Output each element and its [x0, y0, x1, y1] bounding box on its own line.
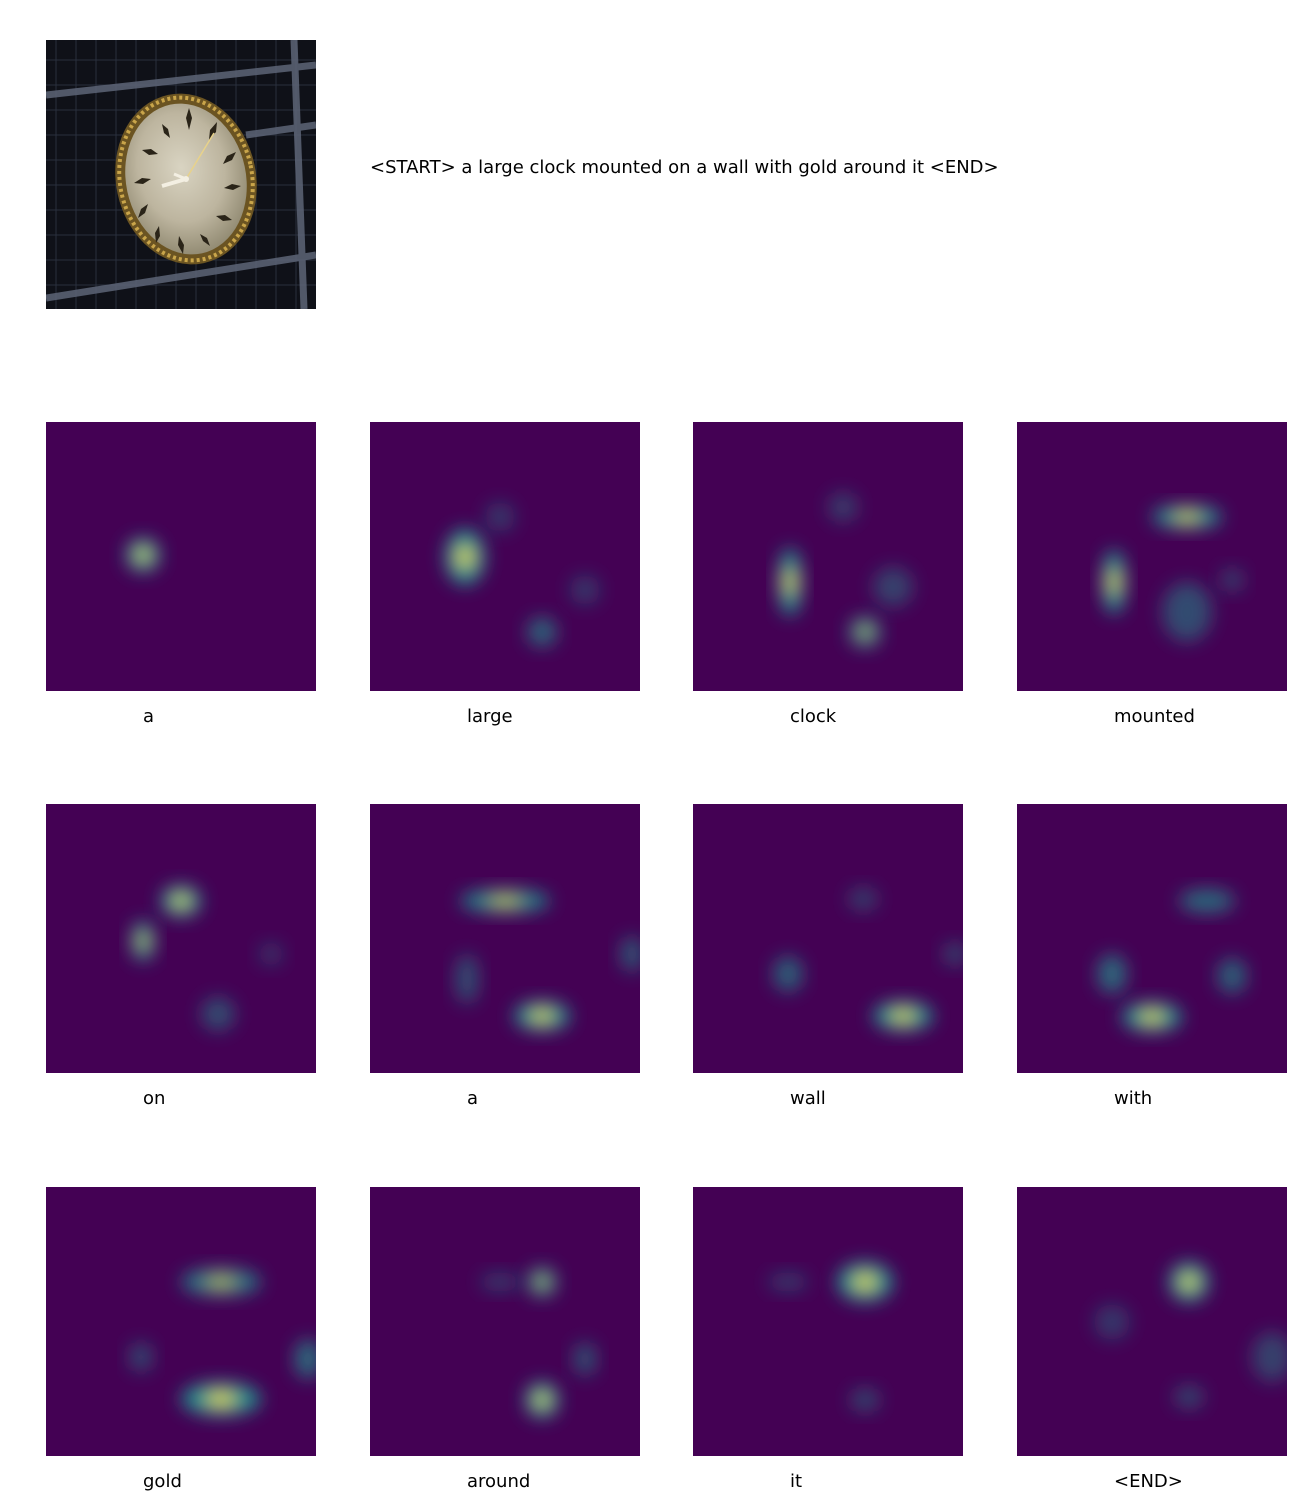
attention-blob — [873, 567, 913, 607]
attention-blob — [849, 616, 881, 648]
attention-map — [370, 804, 640, 1073]
attention-blob — [828, 492, 858, 522]
attention-blob — [514, 1001, 570, 1031]
attention-background — [693, 804, 963, 1073]
attention-background — [1017, 804, 1287, 1073]
attention-map — [370, 1187, 640, 1456]
attention-map — [693, 422, 963, 691]
attention-word-label: it — [790, 1471, 803, 1492]
attention-map — [46, 1187, 316, 1456]
attention-map — [693, 1187, 963, 1456]
attention-blob — [620, 936, 640, 972]
attention-background — [1017, 1187, 1287, 1456]
attention-word-label: clock — [790, 706, 837, 727]
attention-word-label: a — [467, 1088, 479, 1109]
attention-blob — [943, 942, 963, 966]
attention-blob — [1094, 1304, 1130, 1340]
attention-map — [693, 804, 963, 1073]
attention-blob — [1220, 568, 1244, 592]
attention-word-label: around — [467, 1471, 531, 1492]
attention-background — [46, 1187, 316, 1456]
attention-background — [693, 422, 963, 691]
attention-blob — [1217, 958, 1247, 994]
attention-blob — [445, 529, 485, 585]
attention-blob — [1122, 1002, 1182, 1032]
attention-blob — [837, 1262, 893, 1302]
attention-word-label: large — [467, 706, 513, 727]
attention-map — [370, 422, 640, 691]
attention-word-label: a — [143, 706, 155, 727]
attention-word-label: gold — [143, 1471, 182, 1492]
attention-blob — [768, 1272, 808, 1292]
attention-word-label: mounted — [1114, 706, 1195, 727]
attention-blob — [455, 954, 479, 1004]
attention-background — [370, 422, 640, 691]
attention-blob — [873, 1001, 933, 1031]
attention-blob — [850, 1388, 880, 1412]
attention-map — [1017, 422, 1287, 691]
attention-blob — [848, 887, 878, 911]
attention-blob — [1169, 1262, 1209, 1302]
attention-blob — [573, 1342, 597, 1376]
attention-map — [46, 804, 316, 1073]
attention-blob — [131, 921, 155, 961]
attention-blob — [181, 1382, 261, 1416]
attention-blob — [1152, 505, 1222, 529]
attention-blob — [485, 502, 515, 532]
attention-word-label: on — [143, 1088, 166, 1109]
attention-word-label: wall — [790, 1088, 826, 1109]
attention-blob — [525, 1382, 559, 1418]
attention-blob — [460, 889, 550, 913]
attention-blob — [1162, 582, 1212, 642]
attention-background — [46, 804, 316, 1073]
attention-blob — [480, 1272, 520, 1292]
attention-blob — [1097, 954, 1127, 994]
attention-blob — [201, 997, 235, 1031]
attention-blob — [161, 885, 201, 917]
attention-blob — [126, 538, 160, 572]
attention-background — [1017, 422, 1287, 691]
attention-background — [370, 1187, 640, 1456]
attention-blob — [778, 548, 802, 616]
attention-word-label: <END> — [1114, 1471, 1183, 1492]
attention-map — [1017, 804, 1287, 1073]
attention-blob — [129, 1342, 153, 1372]
clock-photo — [46, 40, 316, 309]
attention-word-label: with — [1114, 1088, 1153, 1109]
attention-background — [693, 1187, 963, 1456]
attention-background — [370, 804, 640, 1073]
attention-blob — [773, 956, 803, 992]
attention-blob — [1174, 1385, 1204, 1409]
attention-blob — [527, 1267, 557, 1297]
attention-map — [1017, 1187, 1287, 1456]
attention-blob — [1252, 1332, 1287, 1382]
attention-blob — [1102, 550, 1126, 614]
attention-background — [46, 422, 316, 691]
attention-map — [46, 422, 316, 691]
attention-blob — [570, 575, 600, 605]
generated-caption: <START> a large clock mounted on a wall … — [370, 157, 999, 178]
attention-blob — [1179, 889, 1235, 913]
attention-blob — [181, 1268, 261, 1296]
attention-blob — [294, 1339, 316, 1379]
attention-blob — [527, 617, 557, 647]
attention-blob — [259, 942, 283, 966]
